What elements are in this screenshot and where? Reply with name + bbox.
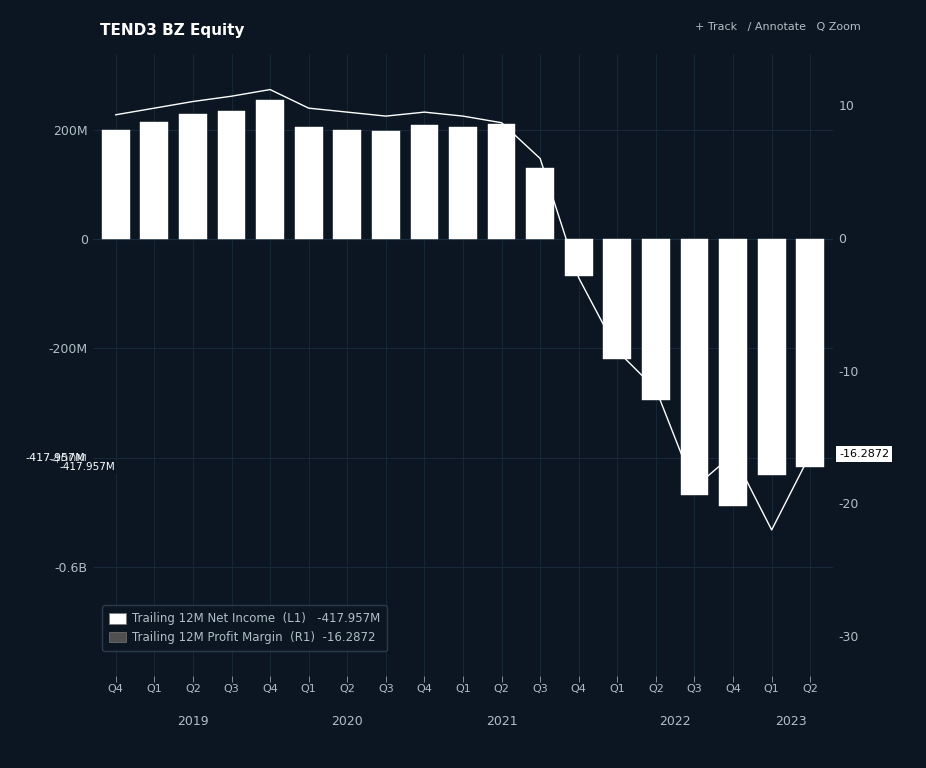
- Legend: Trailing 12M Net Income  (L1)   -417.957M, Trailing 12M Profit Margin  (R1)  -16: Trailing 12M Net Income (L1) -417.957M, …: [102, 605, 387, 651]
- Bar: [720, 240, 747, 505]
- Bar: [526, 168, 554, 240]
- Bar: [604, 240, 632, 359]
- Text: 2022: 2022: [659, 715, 691, 728]
- Bar: [372, 131, 400, 240]
- Text: + Track   / Annotate   Q Zoom: + Track / Annotate Q Zoom: [695, 22, 861, 31]
- Text: 2019: 2019: [177, 715, 208, 728]
- Bar: [218, 111, 245, 240]
- Text: 2021: 2021: [486, 715, 518, 728]
- Text: -417.957M: -417.957M: [26, 452, 86, 462]
- Bar: [449, 127, 477, 240]
- Bar: [257, 100, 284, 240]
- Bar: [681, 240, 708, 495]
- Bar: [796, 240, 824, 468]
- Bar: [179, 114, 206, 240]
- Text: 2023: 2023: [775, 715, 807, 728]
- Bar: [757, 240, 785, 475]
- Bar: [565, 240, 593, 276]
- Bar: [410, 124, 438, 240]
- Text: -417.957M: -417.957M: [59, 462, 116, 472]
- Bar: [294, 127, 322, 240]
- Text: -16.2872: -16.2872: [839, 449, 889, 459]
- Text: TEND3 BZ Equity: TEND3 BZ Equity: [100, 23, 244, 38]
- Bar: [141, 122, 169, 240]
- Bar: [102, 130, 130, 240]
- Bar: [333, 130, 361, 240]
- Text: 2020: 2020: [332, 715, 363, 728]
- Bar: [642, 240, 669, 400]
- Bar: [488, 124, 516, 240]
